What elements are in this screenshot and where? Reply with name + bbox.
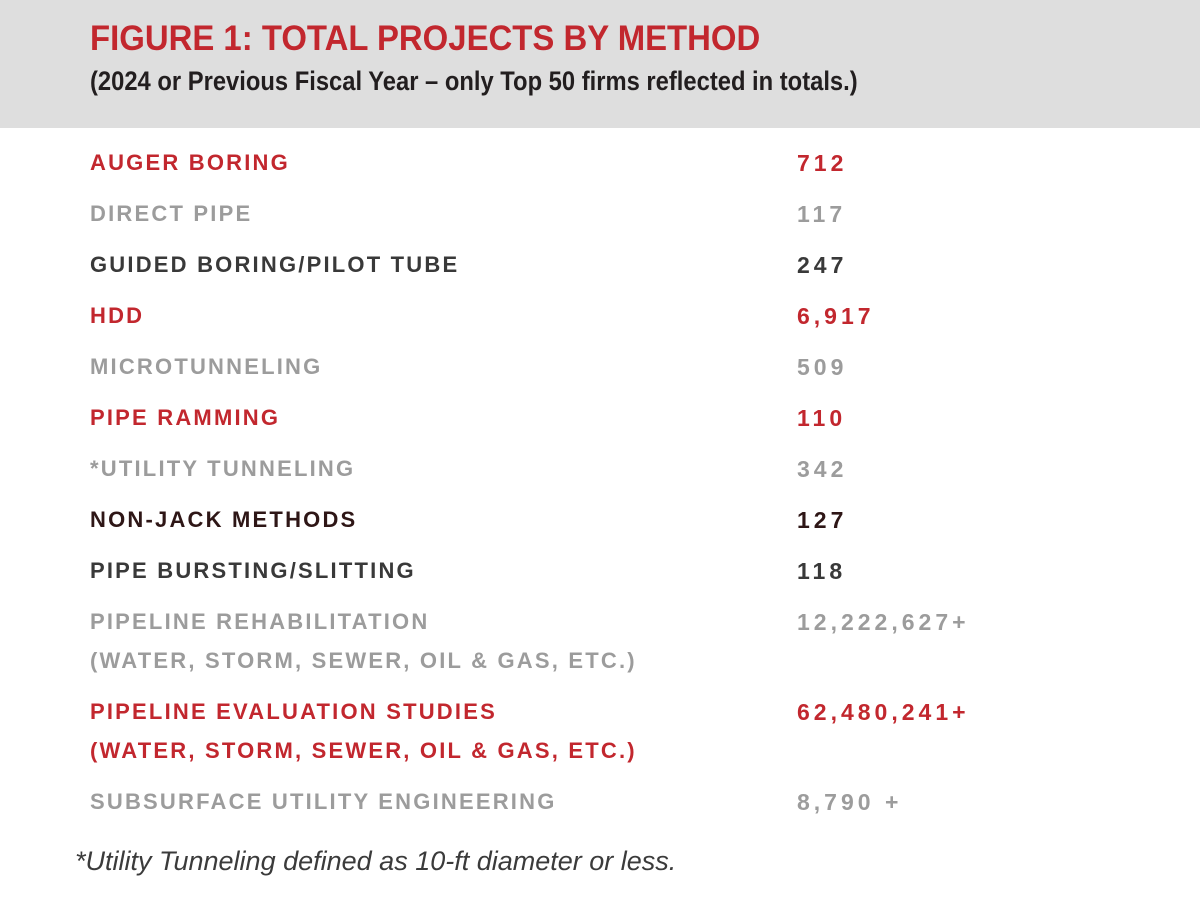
method-value: 110 [797, 405, 847, 431]
method-label: PIPELINE EVALUATION STUDIES (WATER, STORM… [90, 698, 797, 765]
method-label: PIPE BURSTING/SLITTING [90, 558, 416, 583]
table-row: PIPE RAMMING 110 [90, 404, 1160, 432]
table-row: *UTILITY TUNNELING 342 [90, 455, 1160, 483]
method-value: 127 [797, 507, 848, 533]
table-row: HDD 6,917 [90, 302, 1160, 330]
figure-header: FIGURE 1: TOTAL PROJECTS BY METHOD (2024… [0, 0, 1200, 128]
table-row: GUIDED BORING/PILOT TUBE 247 [90, 251, 1160, 279]
method-label: PIPE RAMMING [90, 405, 281, 430]
method-value: 342 [797, 456, 848, 482]
methods-table: AUGER BORING 712 DIRECT PIPE 117 GUIDED BORI… [0, 128, 1200, 816]
method-label: HDD [90, 303, 145, 328]
method-value: 117 [797, 201, 847, 227]
method-label: MICROTUNNELING [90, 354, 323, 379]
method-label: AUGER BORING [90, 150, 290, 175]
method-value: 509 [797, 354, 848, 380]
table-row: PIPE BURSTING/SLITTING 118 [90, 557, 1160, 585]
method-label: NON-JACK METHODS [90, 507, 358, 532]
table-row: PIPELINE EVALUATION STUDIES (WATER, STORM… [90, 698, 1160, 765]
method-value: 8,790 + [797, 789, 903, 815]
figure-title: FIGURE 1: TOTAL PROJECTS BY METHOD [90, 19, 761, 58]
table-row: NON-JACK METHODS 127 [90, 506, 1160, 534]
method-value: 247 [797, 252, 848, 278]
method-label: SUBSURFACE UTILITY ENGINEERING [90, 789, 557, 814]
method-value: 6,917 [797, 303, 875, 329]
figure-subtitle: (2024 or Previous Fiscal Year – only Top… [90, 66, 858, 96]
table-row: PIPELINE REHABILITATION (WATER, STORM, SE… [90, 608, 1160, 675]
table-row: AUGER BORING 712 [90, 149, 1160, 177]
method-sublabel: (WATER, STORM, SEWER, OIL & GAS, ETC.) [90, 738, 637, 763]
method-value: 712 [797, 150, 848, 176]
footnote: *Utility Tunneling defined as 10-ft diam… [75, 846, 677, 876]
method-label: GUIDED BORING/PILOT TUBE [90, 252, 460, 277]
method-label: *UTILITY TUNNELING [90, 456, 356, 481]
method-label: DIRECT PIPE [90, 201, 253, 226]
table-row: DIRECT PIPE 117 [90, 200, 1160, 228]
method-value: 62,480,241+ [797, 699, 970, 725]
method-value: 12,222,627+ [797, 609, 970, 635]
table-row: SUBSURFACE UTILITY ENGINEERING 8,790 + [90, 788, 1160, 816]
table-row: MICROTUNNELING 509 [90, 353, 1160, 381]
method-sublabel: (WATER, STORM, SEWER, OIL & GAS, ETC.) [90, 648, 637, 673]
method-value: 118 [797, 558, 847, 584]
method-label: PIPELINE REHABILITATION (WATER, STORM, SE… [90, 608, 797, 675]
